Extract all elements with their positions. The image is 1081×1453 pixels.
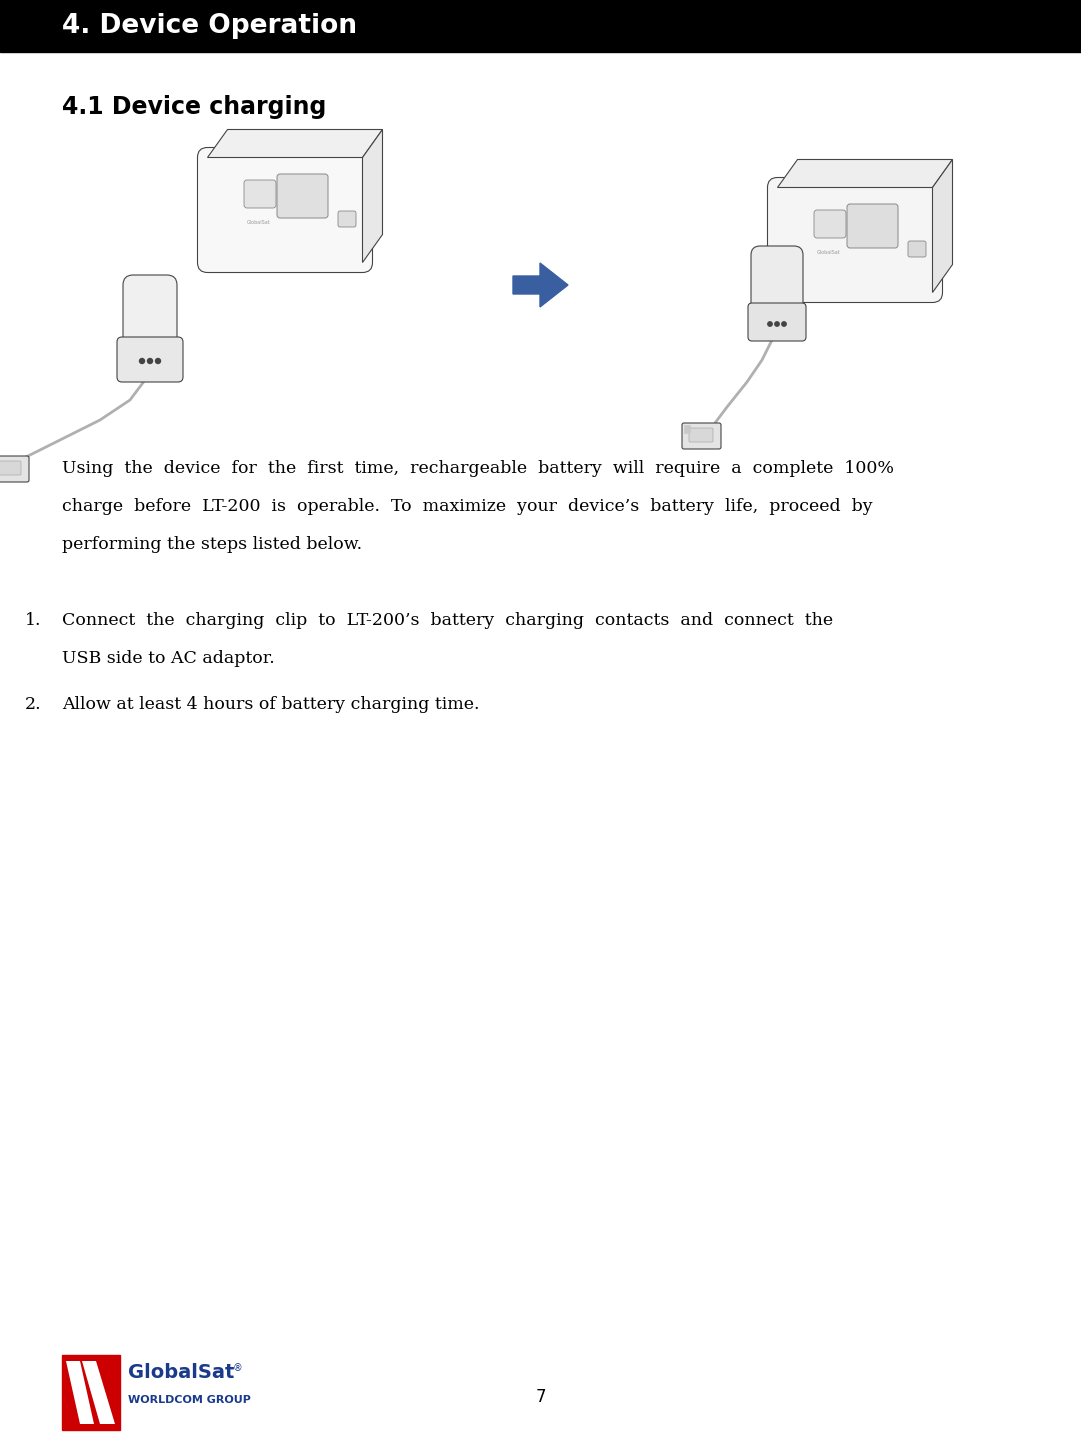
FancyBboxPatch shape xyxy=(123,275,177,357)
Bar xyxy=(684,424,690,433)
Polygon shape xyxy=(777,160,952,187)
Bar xyxy=(62,1356,120,1430)
Text: Allow at least 4 hours of battery charging time.: Allow at least 4 hours of battery chargi… xyxy=(62,696,480,712)
FancyBboxPatch shape xyxy=(751,246,803,320)
FancyBboxPatch shape xyxy=(0,456,29,482)
FancyBboxPatch shape xyxy=(908,241,926,257)
Text: GlobalSat: GlobalSat xyxy=(817,250,841,254)
FancyBboxPatch shape xyxy=(198,148,373,273)
FancyBboxPatch shape xyxy=(814,211,846,238)
Polygon shape xyxy=(513,263,568,307)
Polygon shape xyxy=(66,1361,94,1424)
Circle shape xyxy=(156,359,160,363)
Text: performing the steps listed below.: performing the steps listed below. xyxy=(62,536,362,554)
Circle shape xyxy=(147,359,152,363)
Text: Connect  the  charging  clip  to  LT-200’s  battery  charging  contacts  and  co: Connect the charging clip to LT-200’s ba… xyxy=(62,612,833,629)
Text: ®: ® xyxy=(233,1363,243,1373)
Polygon shape xyxy=(82,1361,115,1424)
FancyBboxPatch shape xyxy=(689,429,713,442)
Text: USB side to AC adaptor.: USB side to AC adaptor. xyxy=(62,649,275,667)
FancyBboxPatch shape xyxy=(277,174,328,218)
Text: charge  before  LT-200  is  operable.  To  maximize  your  device’s  battery  li: charge before LT-200 is operable. To max… xyxy=(62,498,872,514)
Text: GlobalSat: GlobalSat xyxy=(246,219,270,225)
Text: WORLDCOM GROUP: WORLDCOM GROUP xyxy=(128,1395,251,1405)
FancyBboxPatch shape xyxy=(244,180,276,208)
Bar xyxy=(0,0,1081,52)
Polygon shape xyxy=(362,129,383,263)
Text: 4.1 Device charging: 4.1 Device charging xyxy=(62,94,326,119)
FancyBboxPatch shape xyxy=(117,337,183,382)
FancyBboxPatch shape xyxy=(768,177,943,302)
Text: 7: 7 xyxy=(535,1388,546,1407)
Polygon shape xyxy=(208,129,383,157)
Text: 2.: 2. xyxy=(25,696,42,712)
Text: 4. Device Operation: 4. Device Operation xyxy=(62,13,357,39)
Circle shape xyxy=(775,321,779,327)
FancyBboxPatch shape xyxy=(748,304,806,341)
Circle shape xyxy=(782,321,786,327)
Circle shape xyxy=(768,321,772,327)
FancyBboxPatch shape xyxy=(848,203,898,248)
FancyBboxPatch shape xyxy=(0,461,21,475)
Text: 1.: 1. xyxy=(25,612,41,629)
Circle shape xyxy=(139,359,145,363)
FancyBboxPatch shape xyxy=(682,423,721,449)
FancyBboxPatch shape xyxy=(338,211,356,227)
Text: GlobalSat: GlobalSat xyxy=(128,1363,235,1382)
Text: Using  the  device  for  the  first  time,  rechargeable  battery  will  require: Using the device for the first time, rec… xyxy=(62,461,894,477)
Polygon shape xyxy=(933,160,952,292)
